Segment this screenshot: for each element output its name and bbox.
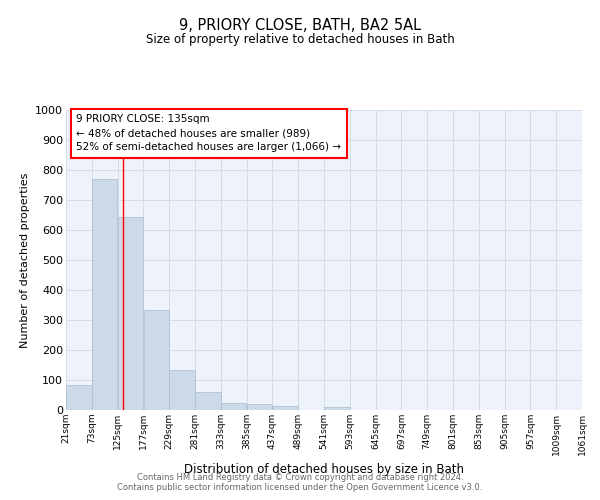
Bar bbox=[169, 370, 195, 410]
Bar bbox=[195, 392, 221, 410]
Text: 9, PRIORY CLOSE, BATH, BA2 5AL: 9, PRIORY CLOSE, BATH, BA2 5AL bbox=[179, 18, 421, 32]
Bar bbox=[221, 402, 247, 410]
Bar bbox=[118, 216, 143, 410]
Bar bbox=[92, 179, 118, 410]
X-axis label: Distribution of detached houses by size in Bath: Distribution of detached houses by size … bbox=[184, 463, 464, 476]
Bar bbox=[324, 407, 350, 410]
Text: Contains HM Land Registry data © Crown copyright and database right 2024.
Contai: Contains HM Land Registry data © Crown c… bbox=[118, 473, 482, 492]
Bar bbox=[143, 310, 169, 410]
Bar bbox=[272, 406, 298, 410]
Y-axis label: Number of detached properties: Number of detached properties bbox=[20, 172, 29, 348]
Text: 9 PRIORY CLOSE: 135sqm
← 48% of detached houses are smaller (989)
52% of semi-de: 9 PRIORY CLOSE: 135sqm ← 48% of detached… bbox=[76, 114, 341, 152]
Bar bbox=[66, 385, 92, 410]
Bar bbox=[247, 404, 272, 410]
Text: Size of property relative to detached houses in Bath: Size of property relative to detached ho… bbox=[146, 32, 454, 46]
